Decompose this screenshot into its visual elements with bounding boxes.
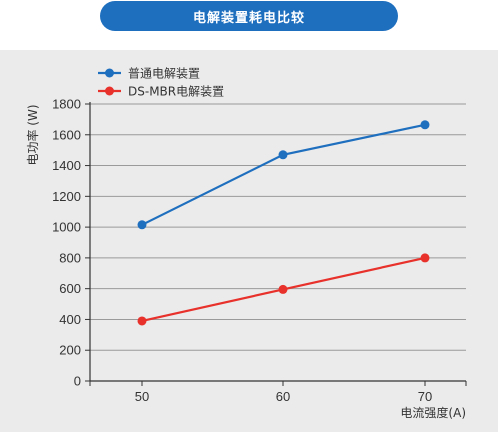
gridlines — [90, 103, 466, 351]
legend-label: DS-MBR电解装置 — [128, 85, 224, 99]
y-tick-label: 200 — [59, 343, 81, 358]
y-tick-label: 1800 — [52, 97, 81, 112]
data-point — [137, 220, 147, 230]
legend-swatch-marker — [105, 68, 114, 78]
y-tick-label: 400 — [59, 312, 81, 327]
x-axis-ticks: 50 60 70 — [89, 381, 467, 404]
y-tick-label: 1000 — [52, 220, 81, 235]
axes — [89, 102, 466, 382]
y-tick-label: 600 — [59, 281, 81, 296]
series-group — [137, 120, 430, 326]
x-tick-label: 50 — [135, 389, 149, 404]
chart-panel — [0, 50, 498, 432]
chart-title: 电解装置耗电比较 — [192, 9, 305, 25]
x-tick-label: 60 — [276, 389, 290, 404]
y-tick-label: 0 — [74, 374, 81, 389]
data-point — [420, 253, 430, 263]
legend-label: 普通电解装置 — [128, 67, 200, 81]
data-point — [278, 284, 288, 294]
data-point — [137, 316, 147, 326]
y-axis-ticks: 0 200 400 600 800 1000 1200 1400 1600 1800 — [52, 97, 90, 389]
data-point — [420, 120, 430, 130]
data-point — [278, 150, 288, 160]
series-line — [141, 123, 426, 226]
y-tick-label: 800 — [59, 250, 81, 265]
legend: 普通电解装置 DS-MBR电解装置 — [98, 67, 224, 99]
x-tick-label: 70 — [418, 389, 432, 404]
y-tick-label: 1600 — [52, 127, 81, 142]
legend-swatch-marker — [105, 86, 114, 96]
y-tick-label: 1400 — [52, 158, 81, 173]
y-tick-label: 1200 — [52, 189, 81, 204]
chart-title-banner: 电解装置耗电比较 — [100, 1, 398, 31]
x-axis-label: 电流强度(A) — [400, 405, 466, 420]
y-axis-label: 电功率 (W) — [25, 104, 40, 165]
